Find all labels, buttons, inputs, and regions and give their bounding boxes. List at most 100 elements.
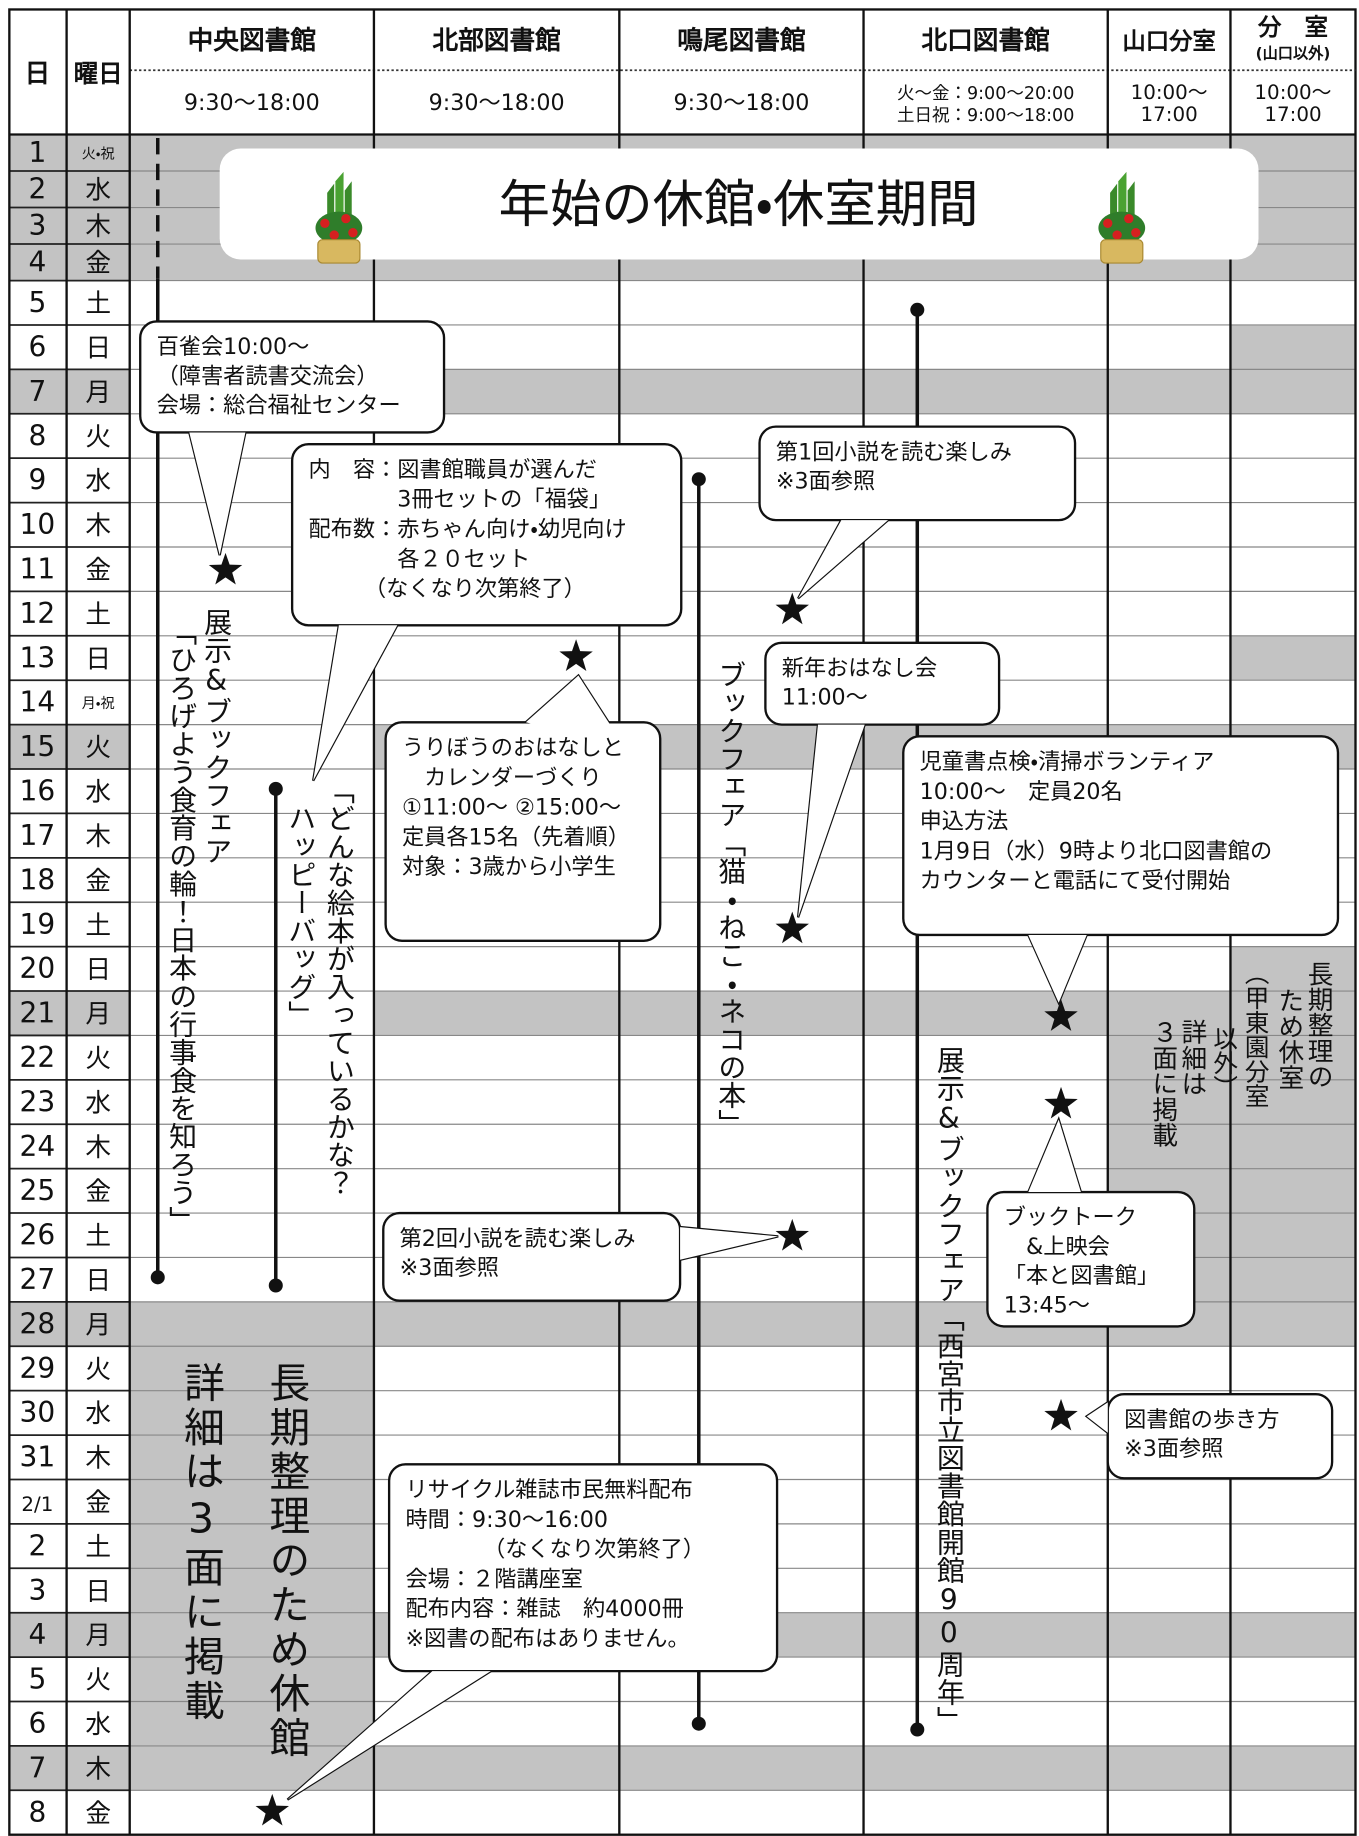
berry [1124, 213, 1134, 224]
banner-box [219, 148, 1259, 260]
weekday: 水 [85, 1399, 111, 1429]
weekday: 土 [85, 600, 111, 630]
berry [1103, 218, 1113, 228]
callout-text: 第1回小説を読む楽しみ [776, 439, 1012, 465]
weekday: 水 [85, 1088, 111, 1118]
opening-hours: 17:00 [1264, 103, 1321, 126]
closed-cell [129, 1701, 374, 1746]
closed-cell [129, 1523, 374, 1569]
star-marker [1044, 999, 1078, 1031]
weekday: 月 [85, 1310, 111, 1340]
callout-box [290, 442, 683, 627]
closed-cell [129, 1346, 374, 1391]
weekday: 金 [85, 866, 111, 896]
opening-hours: 9:30〜18:00 [429, 90, 565, 116]
day-number: 8 [28, 419, 46, 452]
day-number: 9 [28, 464, 46, 497]
period-end [691, 1716, 706, 1731]
day-number: 24 [20, 1130, 56, 1163]
closed-cell [129, 1390, 374, 1436]
callout-text: 会場：総合福祉センター [157, 393, 401, 419]
callout-text: 各２０セット [308, 546, 530, 572]
day-number: 5 [28, 1663, 46, 1696]
star-marker [559, 639, 593, 671]
berry [348, 227, 358, 238]
closed-cell [1230, 1079, 1356, 1125]
berry [329, 230, 339, 240]
closed-cell [129, 1435, 374, 1480]
period-end [150, 1270, 165, 1285]
day-number: 6 [28, 331, 46, 364]
callout-text: ※3面参照 [1124, 1436, 1223, 1462]
table-border [8, 8, 1357, 1836]
closed-cell [1107, 991, 1231, 1036]
berry [1112, 230, 1122, 240]
callout-box [986, 1190, 1196, 1328]
day-number: 6 [28, 1707, 46, 1740]
weekday-label: 曜日 [74, 59, 123, 88]
weekday: 金 [85, 1488, 111, 1518]
weekday: 木 [85, 1754, 111, 1784]
opening-hours: 17:00 [1140, 103, 1197, 126]
callout-text: 新年おはなし会 [782, 656, 937, 682]
day-number: 18 [20, 863, 56, 896]
weekday: 日 [85, 955, 111, 985]
weekday: 土 [85, 1532, 111, 1562]
day-number: 7 [28, 1751, 46, 1784]
closed-cell [129, 1301, 374, 1347]
callout-text: ※3面参照 [400, 1255, 499, 1281]
berry [341, 213, 351, 224]
callout-text: 配布内容：雑誌 約4000冊 [405, 1596, 683, 1622]
weekday: 月 [85, 1000, 111, 1030]
star-marker [255, 1793, 289, 1826]
closed-row [9, 1612, 130, 1658]
callout-tail-cover [798, 520, 889, 599]
closed-row [9, 991, 130, 1036]
callout-box [764, 641, 1001, 726]
callout-text: 定員各15名（先着順） [402, 824, 630, 850]
day-number: 25 [20, 1174, 56, 1207]
day-number: 11 [20, 553, 56, 586]
callout-text: うりぼうのおはなしと [402, 735, 624, 761]
star-marker [1044, 1086, 1078, 1119]
day-number: 3 [28, 1574, 46, 1607]
weekday: 水 [85, 1710, 111, 1740]
callout-text: ①11:00〜 ②15:00〜 [402, 795, 621, 821]
closed-row [9, 369, 130, 414]
berry [320, 218, 330, 228]
closed-cell [129, 1568, 374, 1613]
weekday: 火 [85, 1666, 111, 1696]
day-number: 29 [20, 1352, 56, 1385]
period-end [691, 472, 706, 487]
callout-tail-cover [1086, 1402, 1108, 1433]
straw-base [1100, 239, 1144, 264]
closed-cell [1107, 1079, 1231, 1125]
closed-cell [1107, 1035, 1231, 1080]
closed-cell [1230, 1213, 1356, 1258]
day-number: 2 [28, 1529, 46, 1562]
banner-title: 年始の休館・休室期間 [498, 175, 978, 235]
day-label: 日 [25, 59, 51, 89]
opening-hours: 10:00〜 [1254, 81, 1331, 104]
weekday: 土 [85, 911, 111, 941]
day-number: 21 [20, 997, 56, 1030]
weekday: 木 [85, 1133, 111, 1163]
day-number: 31 [20, 1441, 56, 1474]
day-number: 28 [20, 1307, 56, 1340]
weekday: 木 [85, 1444, 111, 1474]
closed-cell [1230, 1035, 1356, 1080]
callout-tail-cover [287, 1671, 491, 1800]
callout-box [758, 425, 1077, 522]
callout-text: 図書館の歩き方 [1124, 1407, 1279, 1433]
vertical-caption: 以外） [1210, 1026, 1239, 1100]
closed-cell [1230, 946, 1356, 992]
closed-cell [1230, 1257, 1356, 1302]
callout-tail-cover [1028, 1119, 1081, 1193]
closed-cell [1230, 1124, 1356, 1169]
weekday: 日 [85, 334, 111, 364]
star-marker [1044, 1398, 1078, 1431]
star-marker [775, 911, 809, 944]
callout-box [387, 1463, 779, 1673]
callout-box [384, 721, 662, 942]
